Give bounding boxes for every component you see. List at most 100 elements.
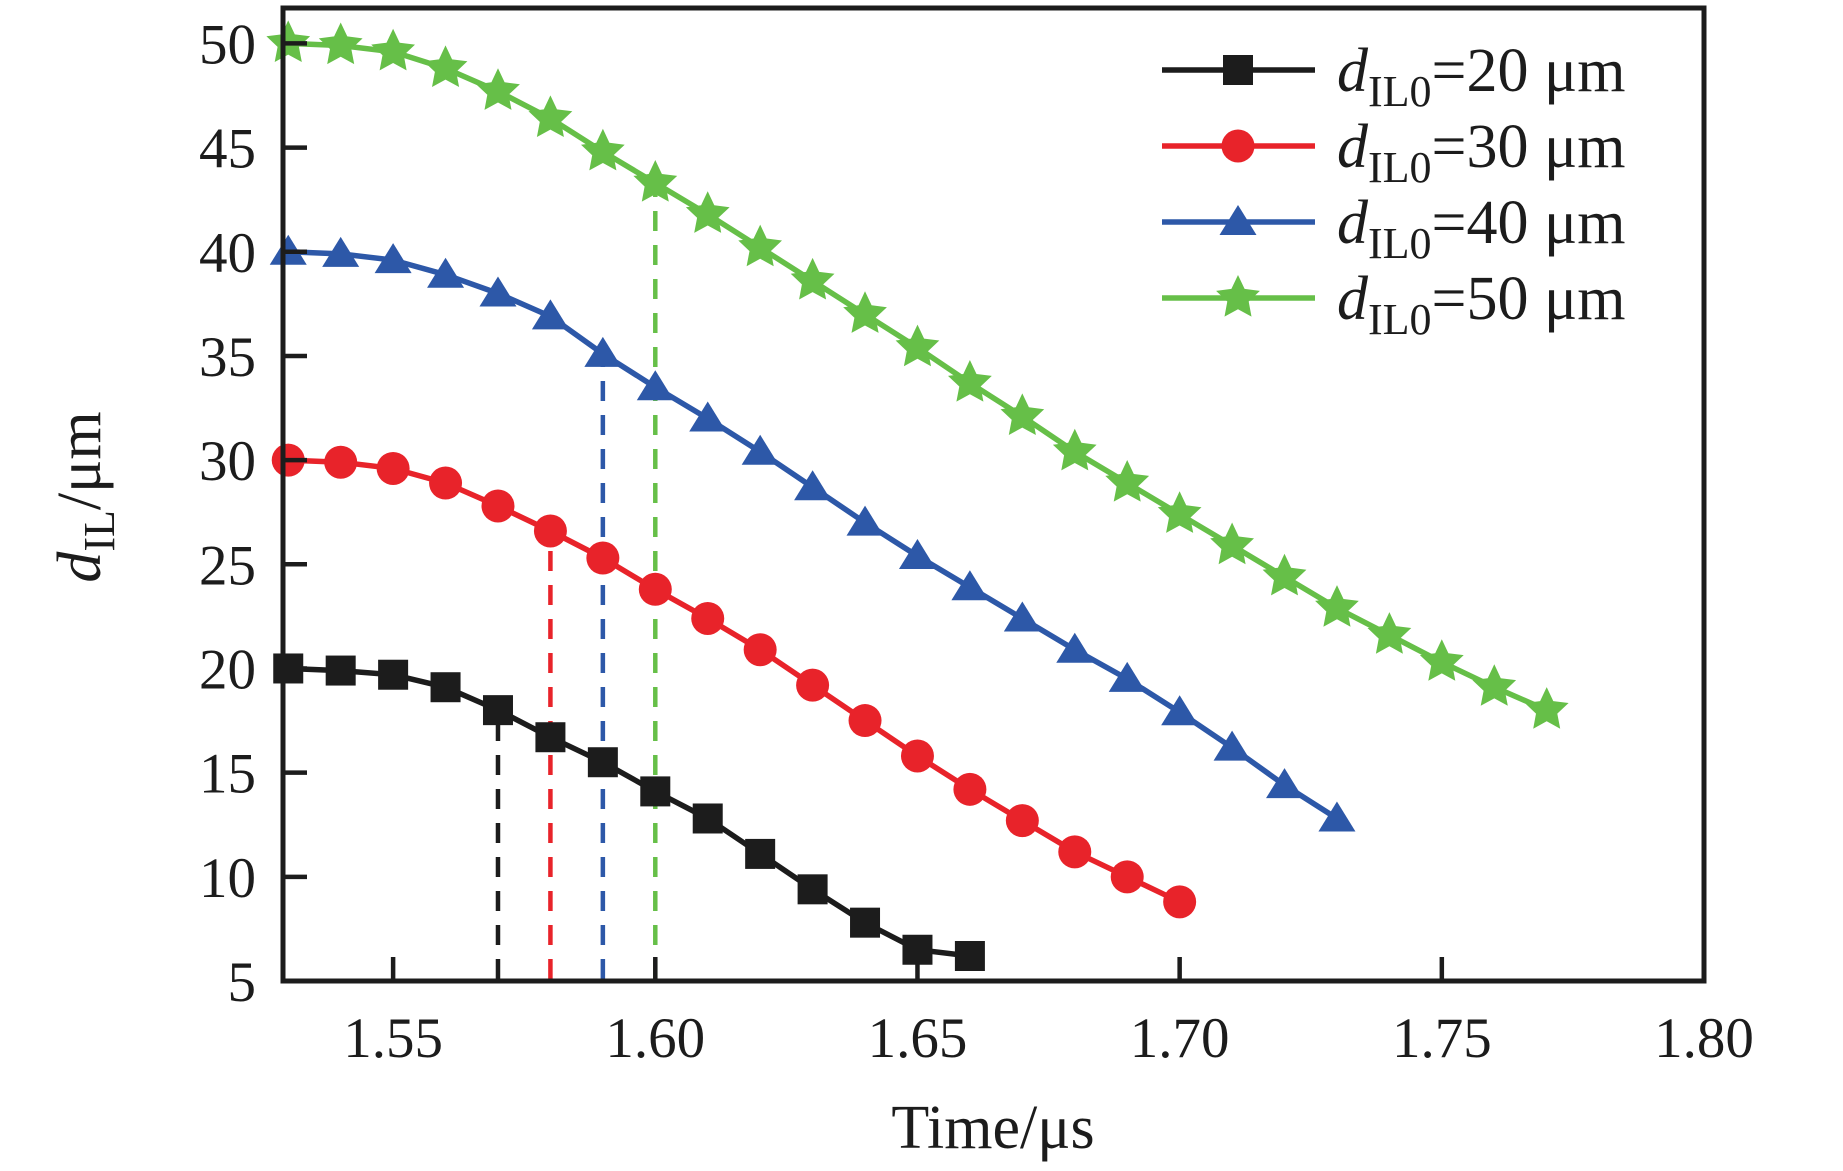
series-dIL0-50um-marker-5	[528, 95, 573, 137]
series-dIL0-40um-marker-11	[846, 505, 884, 536]
series-dIL0-40um-marker-19	[1266, 768, 1304, 799]
y-tick-label-35: 35	[199, 326, 256, 389]
y-axis-title-text: dIL/μm	[46, 411, 124, 582]
series-dIL0-50um-marker-23	[1472, 664, 1517, 706]
series-dIL0-50um-marker-15	[1052, 428, 1097, 471]
y-tick-label-40: 40	[199, 222, 256, 285]
series-dIL0-30um-marker-15	[1058, 835, 1092, 869]
y-tick-label-15: 15	[199, 743, 256, 806]
y-tick-label-10: 10	[199, 847, 256, 910]
series-dIL0-40um-marker-4	[479, 276, 517, 307]
series-dIL0-20um-marker-3	[430, 672, 461, 703]
series-dIL0-40um-marker-16	[1108, 661, 1146, 692]
legend-marker-dIL0-30um	[1221, 129, 1255, 163]
series-dIL0-20um-marker-10	[797, 874, 828, 905]
series-dIL0-30um-marker-4	[481, 489, 515, 523]
series-dIL0-50um-marker-7	[633, 160, 678, 202]
series-dIL0-40um-marker-20	[1318, 801, 1356, 832]
series-dIL0-40um-markers	[269, 234, 1356, 832]
legend-label-dIL0-40um: dIL0=40 μm	[1337, 189, 1625, 268]
series-dIL0-40um-marker-3	[427, 257, 465, 288]
series-dIL0-40um-marker-10	[794, 470, 832, 501]
series-dIL0-30um-marker-6	[586, 541, 620, 575]
y-axis-title: dIL/μm	[46, 411, 124, 582]
series-dIL0-50um-marker-18	[1210, 522, 1254, 565]
series-dIL0-50um-marker-3	[423, 45, 468, 87]
series-dIL0-50um-marker-19	[1262, 553, 1307, 596]
series-dIL0-40um-marker-13	[951, 570, 989, 601]
series-dIL0-40um-marker-17	[1161, 695, 1199, 726]
series-dIL0-40um-marker-18	[1213, 730, 1251, 761]
legend-label-dIL0-20um: dIL0=20 μm	[1337, 37, 1625, 116]
series-dIL0-40um-marker-7	[636, 370, 674, 401]
series-dIL0-50um-marker-8	[685, 191, 730, 233]
series-dIL0-30um-marker-8	[691, 601, 725, 635]
series-dIL0-50um-marker-16	[1105, 460, 1150, 502]
legend-label-dIL0-30um: dIL0=30 μm	[1337, 113, 1625, 192]
legend-entry-dIL0-40um: dIL0=40 μm	[1162, 189, 1625, 268]
plot-border	[280, 5, 1707, 984]
y-tick-label-25: 25	[199, 534, 256, 597]
series-dIL0-20um-marker-2	[378, 659, 409, 690]
legend-label-dIL0-50um: dIL0=50 μm	[1337, 265, 1625, 344]
series-dIL0-50um-marker-14	[1000, 393, 1045, 435]
x-tick-label-1.70: 1.70	[1130, 1007, 1230, 1070]
legend-marker-dIL0-40um	[1219, 205, 1257, 235]
series-dIL0-50um-marker-12	[895, 324, 940, 367]
series-dIL0-50um-marker-13	[948, 360, 992, 402]
series-dIL0-40um-marker-14	[1003, 601, 1041, 632]
x-tick-label-1.55: 1.55	[343, 1007, 443, 1070]
x-tick-label-1.65: 1.65	[868, 1007, 968, 1070]
series-dIL0-20um-marker-4	[482, 695, 513, 726]
series-dIL0-40um-marker-8	[689, 401, 727, 432]
series-dIL0-30um-marker-14	[1005, 804, 1039, 838]
series-dIL0-30um-marker-7	[638, 572, 672, 606]
series-dIL0-30um-marker-3	[429, 466, 463, 500]
series-dIL0-40um-marker-12	[898, 538, 936, 569]
y-tick-label-45: 45	[199, 118, 256, 181]
series-dIL0-50um-marker-20	[1315, 585, 1359, 627]
legend-entry-dIL0-50um: dIL0=50 μm	[1162, 265, 1625, 344]
series-dIL0-40um-marker-1	[322, 236, 360, 267]
series-dIL0-50um-marker-11	[843, 291, 887, 333]
series-dIL0-50um-marker-10	[790, 257, 835, 300]
axes-layer: 1.55 1.60 1.65 1.70 1.75 1.80 5 10 15 20 25 30 35 40 4…	[199, 5, 1754, 1070]
legend-marker-dIL0-50um	[1216, 275, 1260, 317]
series-dIL0-20um-marker-8	[692, 803, 723, 834]
series-dIL0-30um-markers	[271, 443, 1197, 919]
series-dIL0-40um-marker-2	[374, 243, 412, 274]
series-dIL0-30um-marker-10	[796, 668, 830, 702]
legend-entry-dIL0-20um: dIL0=20 μm	[1162, 37, 1625, 116]
series-dIL0-30um-marker-16	[1110, 860, 1144, 894]
series-dIL0-40um-line	[285, 249, 1340, 822]
series-dIL0-50um-marker-6	[581, 128, 625, 171]
dashed-guides-layer	[495, 183, 658, 979]
series-dIL0-50um-marker-21	[1367, 612, 1412, 654]
series-dIL0-20um-marker-1	[325, 655, 356, 686]
series-dIL0-50um-markers	[266, 20, 1569, 729]
series-dIL0-30um-marker-11	[848, 704, 882, 738]
series-dIL0-50um-marker-22	[1419, 639, 1464, 681]
series-dIL0-30um-marker-1	[324, 445, 358, 479]
legend-marker-dIL0-20um	[1223, 55, 1253, 85]
y-tick-label-5: 5	[228, 951, 257, 1014]
legend-entry-dIL0-30um: dIL0=30 μm	[1162, 113, 1625, 192]
series-dIL0-30um-marker-5	[533, 514, 567, 548]
series-dIL0-50um-marker-4	[476, 68, 520, 110]
series-dIL0-20um-marker-11	[850, 907, 881, 938]
series-dIL0-20um-marker-7	[640, 776, 671, 807]
series-dIL0-50um-marker-9	[738, 224, 782, 267]
series-layer	[266, 20, 1569, 971]
series-dIL0-30um-marker-13	[953, 772, 987, 806]
series-dIL0-50um-marker-2	[371, 28, 415, 71]
series-dIL0-50um-marker-17	[1157, 491, 1202, 533]
series-dIL0-20um-markers	[273, 653, 985, 971]
series-dIL0-40um-marker-6	[584, 336, 622, 367]
series-dIL0-20um-marker-9	[745, 838, 776, 869]
series-dIL0-30um-marker-17	[1163, 885, 1197, 919]
x-tick-label-1.80: 1.80	[1654, 1007, 1754, 1070]
series-dIL0-30um-marker-2	[376, 451, 410, 485]
